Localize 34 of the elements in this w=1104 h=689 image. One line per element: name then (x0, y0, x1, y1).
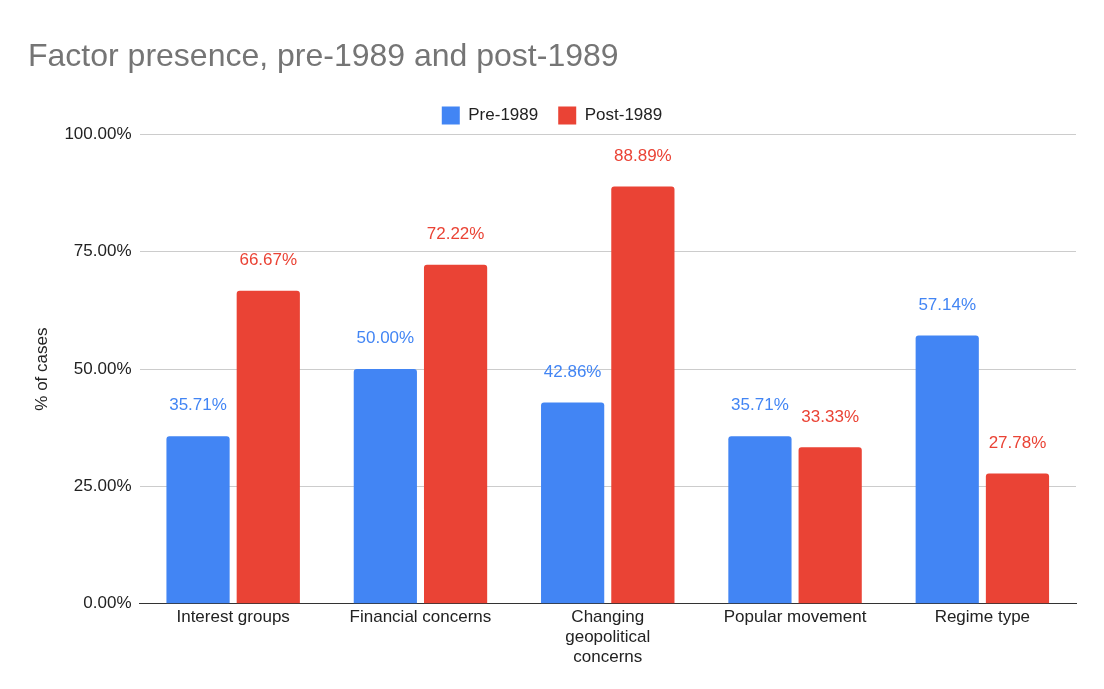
y-axis-title: % of cases (31, 327, 51, 411)
data-label: 35.71% (731, 395, 789, 415)
y-tick-label: 75.00% (73, 241, 132, 261)
bar (353, 369, 417, 604)
data-label: 50.00% (356, 328, 415, 348)
bar (728, 436, 792, 604)
data-label: 57.14% (918, 294, 977, 314)
legend-label: Post-1989 (584, 105, 663, 125)
x-tick-label: Regime type (934, 606, 1031, 626)
data-label: 27.78% (988, 432, 1047, 452)
bar (611, 186, 675, 604)
y-tick-label: 25.00% (73, 476, 132, 496)
chart-title: Factor presence, pre-1989 and post-1989 (28, 37, 619, 74)
bar (236, 290, 300, 604)
y-tick-label: 50.00% (73, 358, 132, 378)
bar (541, 402, 605, 604)
data-label: 35.71% (169, 395, 227, 415)
data-label: 33.33% (801, 406, 860, 426)
legend-label: Pre-1989 (468, 105, 539, 125)
bar (423, 264, 488, 604)
data-label: 72.22% (426, 223, 485, 243)
x-tick-label: Popular movement (723, 606, 867, 626)
data-label: 42.86% (543, 361, 602, 381)
x-tick-label: Changing geopolitical concerns (565, 606, 651, 667)
data-label: 88.89% (614, 145, 672, 165)
y-tick-label: 100.00% (64, 124, 132, 144)
bar (166, 436, 230, 604)
bar (798, 447, 862, 604)
x-tick-label: Financial concerns (349, 606, 492, 626)
bar (985, 473, 1050, 604)
y-tick-label: 0.00% (83, 593, 132, 613)
data-label: 66.67% (239, 250, 298, 270)
x-tick-label: Interest groups (176, 606, 290, 626)
bar (915, 335, 979, 604)
